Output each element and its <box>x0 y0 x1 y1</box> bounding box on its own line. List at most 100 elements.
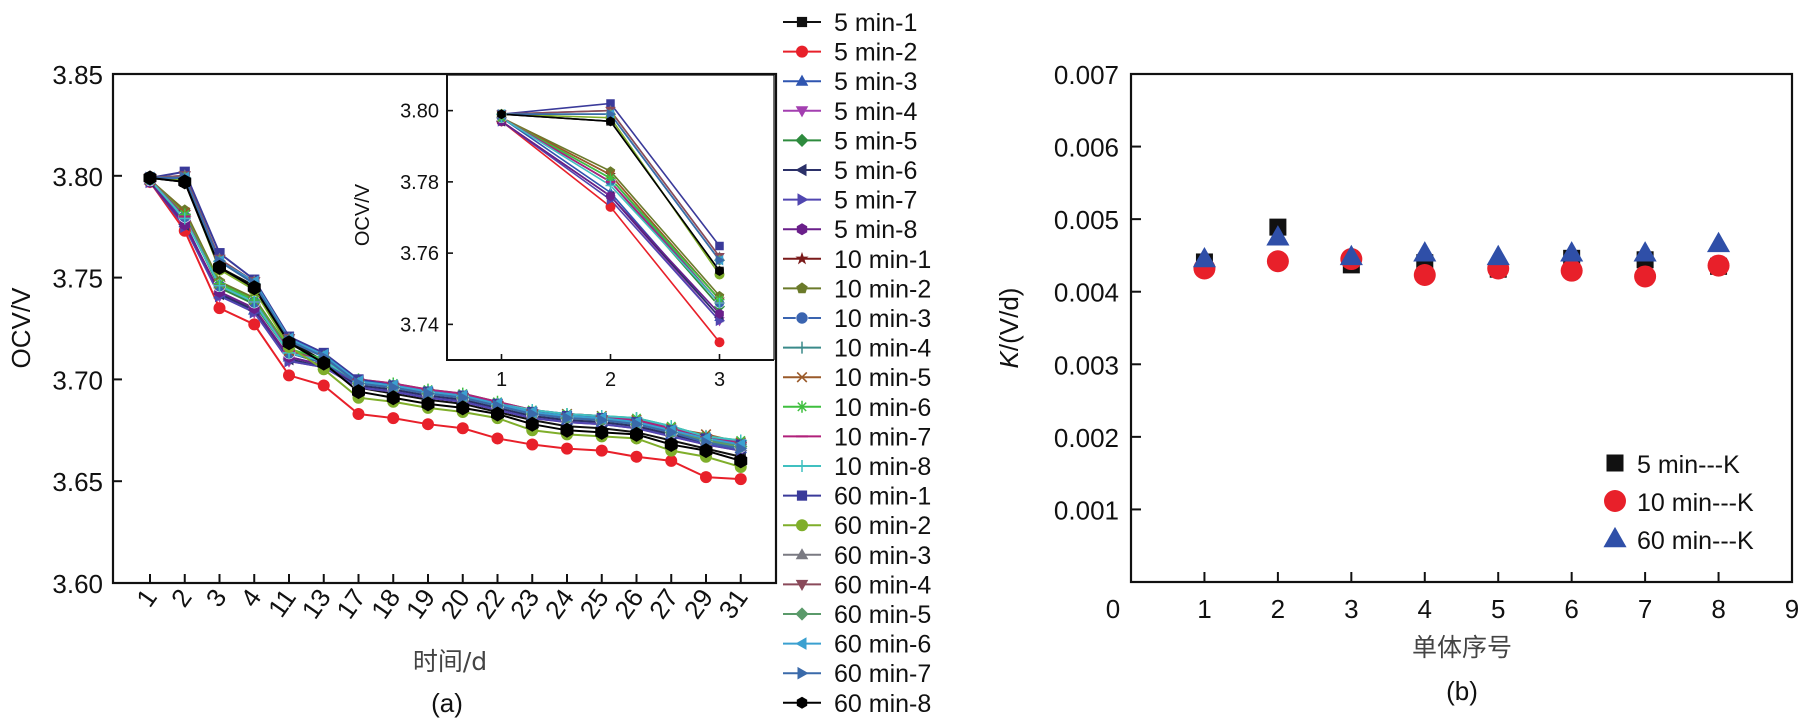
data-point <box>456 422 469 435</box>
data-point <box>700 471 712 484</box>
legend-item-60-min-5: 60 min-5 <box>783 601 931 629</box>
legend-marker <box>795 311 809 325</box>
panel-a-y-ticks: 3.60 3.65 3.70 3.75 3.80 3.85 <box>52 60 122 599</box>
panel-a-y-tick-label: 3.60 <box>52 569 103 599</box>
data-point <box>248 296 261 309</box>
data-point <box>387 412 400 425</box>
panel-a-x-tick-label: 18 <box>365 583 406 624</box>
legend-label: 5 min-2 <box>834 39 917 67</box>
panel-a-x-tick-label: 13 <box>296 583 337 624</box>
panel-b-y-tick-label: 0.007 <box>1054 60 1119 90</box>
series-markers-60-min-8 <box>143 170 748 469</box>
legend-item-10-min-6: 10 min-6 <box>783 394 931 422</box>
panel-a-x-tick-label: 24 <box>539 583 580 624</box>
data-point <box>352 384 365 400</box>
scatter-point <box>1339 244 1363 266</box>
panel-a-y-tick-label: 3.85 <box>52 60 103 90</box>
panel-b-y-tick-label: 0.005 <box>1054 205 1119 235</box>
legend-item-5-min-3: 5 min-3 <box>783 68 917 96</box>
data-point <box>526 438 539 451</box>
panel-b-plot-border <box>1129 72 1794 584</box>
legend-label: 10 min-4 <box>834 335 931 363</box>
panel-a-x-tick-label: 2 <box>165 583 198 612</box>
inset-data-point <box>715 255 725 266</box>
data-point <box>632 417 644 431</box>
legend-marker <box>795 607 809 621</box>
inset-data-point <box>605 180 616 191</box>
scatter-point <box>1413 264 1436 287</box>
panel-a-y-tick-label: 3.70 <box>52 365 103 395</box>
panel-a-x-tick-label: 29 <box>678 583 719 624</box>
data-point <box>630 426 643 442</box>
legend-marker <box>795 579 809 591</box>
panel-b-y-ticks: 0.001 0.002 0.003 0.004 0.005 0.006 0.007 <box>1054 60 1141 525</box>
inset-x-tick-label: 1 <box>496 369 507 391</box>
data-point <box>458 391 470 405</box>
inset-y-tick-label: 3.76 <box>400 243 439 265</box>
legend-marker <box>795 74 809 86</box>
panel-b-y-axis-label: K/(V/d) <box>994 288 1024 369</box>
data-point <box>491 432 504 445</box>
legend-label: 60 min---K <box>1637 527 1754 555</box>
data-point <box>248 318 261 331</box>
panel-b-y-axis-label-symbol: K <box>994 349 1024 368</box>
legend-marker <box>796 696 808 709</box>
legend-item-60-min-8: 60 min-8 <box>783 690 931 718</box>
data-point <box>143 170 157 186</box>
scatter-point <box>1266 250 1289 273</box>
panel-a-inset-chart: 3.74 3.76 3.78 3.80 1 2 3 OCV/V <box>352 74 775 391</box>
data-point <box>560 422 574 438</box>
data-point <box>178 212 191 225</box>
data-point <box>282 335 296 351</box>
legend-item-5-min-7: 5 min-7 <box>783 187 917 215</box>
data-point <box>421 396 435 412</box>
data-point <box>283 369 295 382</box>
panel-a-caption: (a) <box>431 688 463 718</box>
legend-marker <box>796 490 808 501</box>
data-point <box>423 387 435 400</box>
legend-marker <box>796 282 808 294</box>
scatter-point <box>1633 241 1657 262</box>
inset-data-point <box>606 116 615 127</box>
scatter-point <box>1413 241 1437 262</box>
inset-y-ticks: 3.74 3.76 3.78 3.80 <box>400 101 453 336</box>
legend-label: 10 min-6 <box>834 394 931 422</box>
panel-b-axes-frame <box>1129 72 1794 584</box>
data-point <box>595 444 608 457</box>
panel-a-x-tick-label: 4 <box>234 583 267 612</box>
panel-b-x-tick-label: 3 <box>1344 594 1358 624</box>
inset-y-tick-label: 3.80 <box>400 101 439 123</box>
panel-a-x-tick-label: 25 <box>574 583 615 624</box>
panel-a-x-tick-label: 3 <box>200 583 233 612</box>
legend-marker <box>796 460 808 472</box>
legend-item-10-min-7: 10 min-7 <box>783 423 931 451</box>
data-point <box>630 450 643 463</box>
inset-x-tick-label: 2 <box>605 369 616 391</box>
panel-b-x-tick-label: 0 <box>1106 594 1120 624</box>
scatter-point <box>1486 244 1510 266</box>
inset-data-point <box>714 298 725 308</box>
panel-a-x-tick-label: 20 <box>435 583 476 624</box>
legend-marker <box>1604 490 1626 512</box>
legend-item-10-min-3: 10 min-3 <box>783 305 931 333</box>
legend-item-60-min-4: 60 min-4 <box>783 571 931 599</box>
data-point <box>213 259 226 275</box>
legend-label: 5 min-7 <box>834 187 917 215</box>
inset-data-point <box>605 173 616 184</box>
panel-a-legend: 5 min-15 min-25 min-35 min-45 min-55 min… <box>783 9 931 718</box>
legend-label: 10 min-3 <box>834 305 931 333</box>
inset-data-point <box>497 109 506 120</box>
inset-y-tick-label: 3.78 <box>400 172 439 194</box>
data-point <box>247 280 261 296</box>
panel-a-x-axis-label: 时间/d <box>413 647 487 676</box>
data-point <box>666 426 678 439</box>
data-point <box>562 411 574 425</box>
legend-item-10-min-k: 10 min---K <box>1604 489 1754 517</box>
inset-x-ticks: 1 2 3 <box>496 354 725 391</box>
legend-marker <box>796 519 808 532</box>
data-point <box>665 454 678 467</box>
panel-b-x-tick-label: 6 <box>1564 594 1578 624</box>
panel-a-x-tick-label: 11 <box>262 583 302 622</box>
inset-data-point <box>714 337 725 348</box>
legend-label: 5 min-1 <box>834 9 917 37</box>
